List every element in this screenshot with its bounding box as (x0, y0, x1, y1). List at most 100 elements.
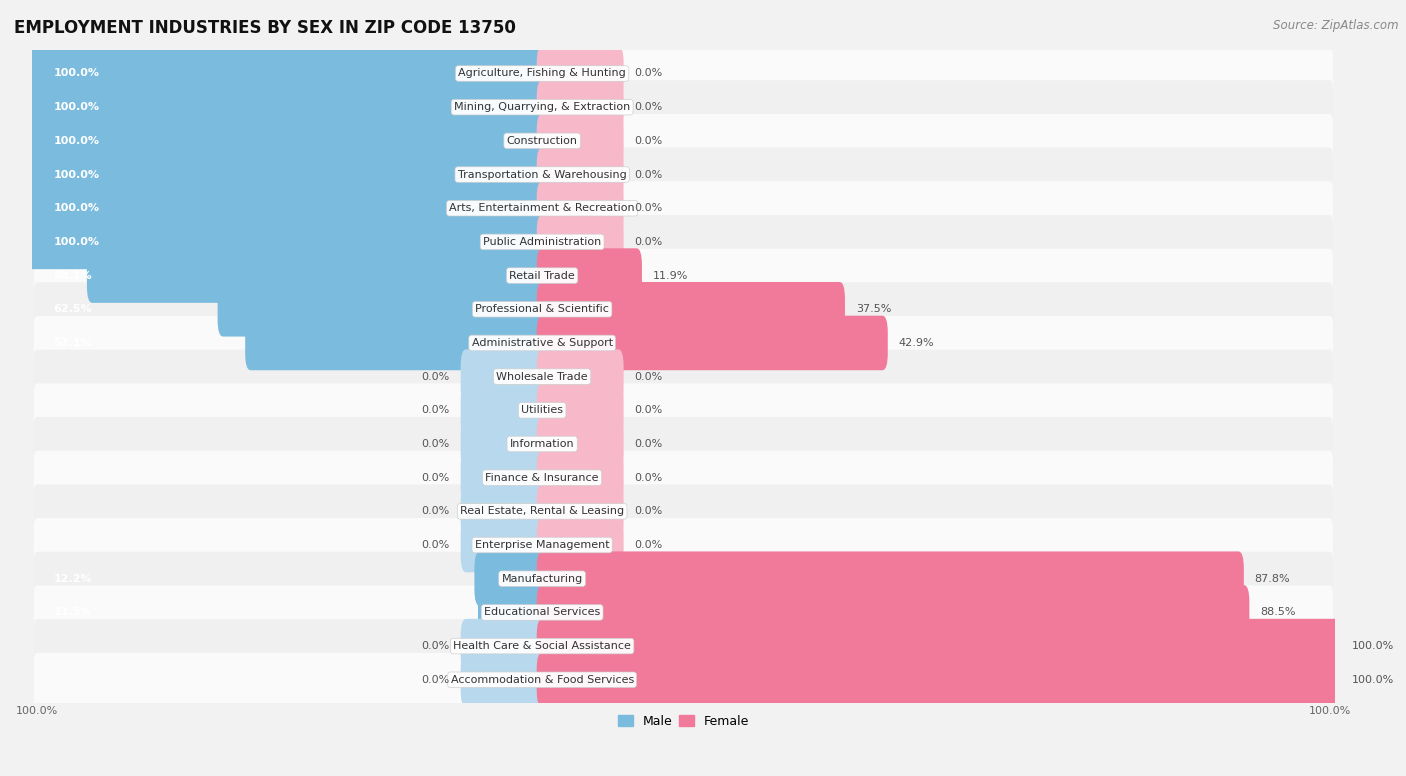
FancyBboxPatch shape (537, 215, 624, 269)
FancyBboxPatch shape (537, 653, 1340, 707)
FancyBboxPatch shape (34, 248, 1333, 303)
Text: 0.0%: 0.0% (422, 473, 450, 483)
Text: Administrative & Support: Administrative & Support (471, 338, 613, 348)
FancyBboxPatch shape (34, 518, 1333, 572)
FancyBboxPatch shape (537, 518, 624, 573)
FancyBboxPatch shape (34, 114, 1333, 168)
Text: 100.0%: 100.0% (53, 203, 100, 213)
FancyBboxPatch shape (537, 383, 624, 438)
Text: 0.0%: 0.0% (634, 473, 662, 483)
FancyBboxPatch shape (537, 80, 624, 134)
FancyBboxPatch shape (27, 181, 547, 235)
FancyBboxPatch shape (537, 282, 845, 337)
Text: 11.5%: 11.5% (53, 608, 91, 618)
FancyBboxPatch shape (34, 282, 1333, 336)
Text: 0.0%: 0.0% (634, 372, 662, 382)
FancyBboxPatch shape (34, 182, 1333, 235)
Text: Finance & Insurance: Finance & Insurance (485, 473, 599, 483)
Text: Professional & Scientific: Professional & Scientific (475, 304, 609, 314)
FancyBboxPatch shape (461, 618, 547, 674)
FancyBboxPatch shape (34, 484, 1333, 539)
Text: 88.1%: 88.1% (53, 271, 91, 281)
Text: 100.0%: 100.0% (53, 102, 100, 113)
FancyBboxPatch shape (537, 181, 624, 235)
Text: Mining, Quarrying, & Extraction: Mining, Quarrying, & Extraction (454, 102, 630, 113)
Text: 37.5%: 37.5% (856, 304, 891, 314)
FancyBboxPatch shape (34, 383, 1333, 437)
FancyBboxPatch shape (461, 518, 547, 573)
FancyBboxPatch shape (537, 417, 624, 471)
FancyBboxPatch shape (537, 552, 1244, 606)
FancyBboxPatch shape (34, 316, 1333, 370)
FancyBboxPatch shape (537, 113, 624, 168)
Text: 100.0%: 100.0% (53, 169, 100, 179)
Text: Retail Trade: Retail Trade (509, 271, 575, 281)
FancyBboxPatch shape (218, 282, 547, 337)
FancyBboxPatch shape (461, 417, 547, 471)
FancyBboxPatch shape (537, 47, 624, 101)
Text: 0.0%: 0.0% (634, 102, 662, 113)
FancyBboxPatch shape (461, 450, 547, 505)
Text: 0.0%: 0.0% (634, 169, 662, 179)
Text: 0.0%: 0.0% (422, 675, 450, 684)
Text: Agriculture, Fishing & Hunting: Agriculture, Fishing & Hunting (458, 68, 626, 78)
Text: 0.0%: 0.0% (422, 405, 450, 415)
Text: 0.0%: 0.0% (634, 203, 662, 213)
FancyBboxPatch shape (537, 316, 887, 370)
FancyBboxPatch shape (34, 451, 1333, 504)
Text: Public Administration: Public Administration (484, 237, 602, 247)
Text: 0.0%: 0.0% (634, 237, 662, 247)
Text: 0.0%: 0.0% (634, 136, 662, 146)
FancyBboxPatch shape (461, 484, 547, 539)
Text: 12.2%: 12.2% (53, 573, 91, 584)
FancyBboxPatch shape (34, 619, 1333, 673)
Text: 0.0%: 0.0% (634, 68, 662, 78)
FancyBboxPatch shape (27, 47, 547, 101)
FancyBboxPatch shape (537, 450, 624, 505)
FancyBboxPatch shape (461, 653, 547, 707)
FancyBboxPatch shape (34, 417, 1333, 471)
Text: 0.0%: 0.0% (634, 439, 662, 449)
Text: Construction: Construction (506, 136, 578, 146)
Text: Manufacturing: Manufacturing (502, 573, 582, 584)
Text: Source: ZipAtlas.com: Source: ZipAtlas.com (1274, 19, 1399, 33)
Text: 11.9%: 11.9% (652, 271, 688, 281)
Text: Utilities: Utilities (522, 405, 564, 415)
Text: 57.1%: 57.1% (53, 338, 91, 348)
FancyBboxPatch shape (34, 653, 1333, 707)
FancyBboxPatch shape (34, 80, 1333, 134)
Text: EMPLOYMENT INDUSTRIES BY SEX IN ZIP CODE 13750: EMPLOYMENT INDUSTRIES BY SEX IN ZIP CODE… (14, 19, 516, 37)
Text: 0.0%: 0.0% (634, 540, 662, 550)
Text: 0.0%: 0.0% (634, 405, 662, 415)
FancyBboxPatch shape (27, 113, 547, 168)
Text: 0.0%: 0.0% (422, 540, 450, 550)
FancyBboxPatch shape (34, 350, 1333, 404)
FancyBboxPatch shape (34, 585, 1333, 639)
Text: Enterprise Management: Enterprise Management (475, 540, 609, 550)
Text: 0.0%: 0.0% (634, 507, 662, 516)
FancyBboxPatch shape (461, 349, 547, 404)
Text: Educational Services: Educational Services (484, 608, 600, 618)
Text: 100.0%: 100.0% (1351, 675, 1393, 684)
Text: 0.0%: 0.0% (422, 372, 450, 382)
FancyBboxPatch shape (245, 316, 547, 370)
Text: 0.0%: 0.0% (422, 439, 450, 449)
FancyBboxPatch shape (537, 147, 624, 202)
FancyBboxPatch shape (27, 147, 547, 202)
Text: Transportation & Warehousing: Transportation & Warehousing (458, 169, 627, 179)
FancyBboxPatch shape (87, 248, 547, 303)
FancyBboxPatch shape (27, 215, 547, 269)
FancyBboxPatch shape (474, 552, 547, 606)
FancyBboxPatch shape (27, 80, 547, 134)
Text: Wholesale Trade: Wholesale Trade (496, 372, 588, 382)
FancyBboxPatch shape (478, 585, 547, 639)
FancyBboxPatch shape (537, 349, 624, 404)
Text: 100.0%: 100.0% (53, 237, 100, 247)
FancyBboxPatch shape (34, 552, 1333, 606)
FancyBboxPatch shape (461, 383, 547, 438)
Text: 100.0%: 100.0% (1351, 641, 1393, 651)
Text: 88.5%: 88.5% (1260, 608, 1296, 618)
Text: Real Estate, Rental & Leasing: Real Estate, Rental & Leasing (460, 507, 624, 516)
Text: Arts, Entertainment & Recreation: Arts, Entertainment & Recreation (450, 203, 636, 213)
FancyBboxPatch shape (537, 248, 643, 303)
